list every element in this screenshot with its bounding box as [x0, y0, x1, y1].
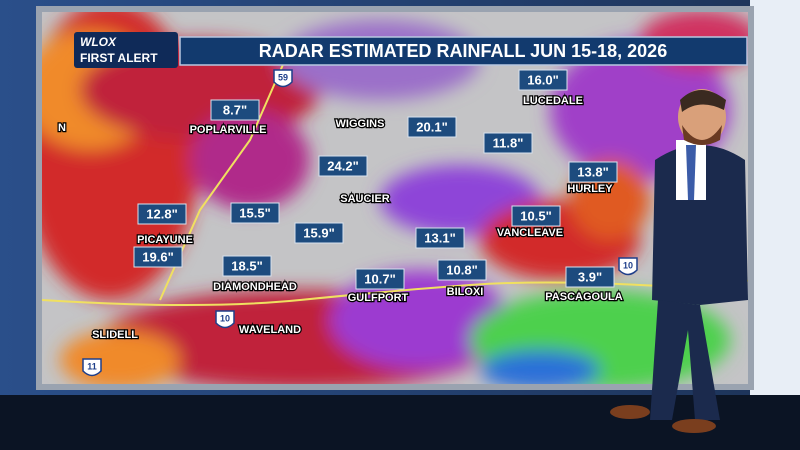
- studio-panel: [750, 0, 800, 400]
- highway-shield: [273, 69, 293, 88]
- rainfall-box: [437, 259, 487, 281]
- rainfall-box: [407, 116, 457, 138]
- highway-shield: [82, 358, 102, 377]
- town-label: N: [58, 122, 66, 134]
- town-label: VANCLEAVE: [497, 227, 563, 239]
- town-label: POPLARVILLE: [190, 124, 267, 136]
- rainfall-total: 10.8": [446, 262, 477, 277]
- highway-shield: [618, 257, 638, 276]
- title-bar: [179, 36, 748, 66]
- rainfall-total: 12.8": [146, 206, 177, 221]
- highway-number: 59: [278, 72, 288, 82]
- rainfall-box: [137, 203, 187, 225]
- town-label: LUCEDALE: [523, 95, 583, 107]
- town-label: DIAMONDHEAD: [213, 281, 297, 293]
- logo-station: WLOX: [80, 35, 117, 49]
- logo-box: [74, 32, 178, 68]
- rainfall-total: 16.0": [527, 72, 558, 87]
- highway-number: 11: [87, 361, 97, 371]
- rainfall-total: 20.1": [416, 119, 447, 134]
- town-label: SLIDELL: [92, 329, 138, 341]
- town-label: BILOXI: [447, 286, 484, 298]
- town-label: PASCAGOULA: [545, 291, 622, 303]
- town-label: GULFPORT: [348, 292, 409, 304]
- rainfall-total: 3.9": [578, 269, 602, 284]
- rainfall-box: [511, 205, 561, 227]
- rainfall-box: [294, 222, 344, 244]
- rainfall-box: [415, 227, 465, 249]
- rainfall-box: [568, 161, 618, 183]
- town-label: PICAYUNE: [137, 234, 193, 246]
- logo-brand: FIRST ALERT: [80, 51, 158, 65]
- rainfall-box: [518, 69, 568, 91]
- rainfall-box: [210, 99, 260, 121]
- rainfall-total: 24.2": [327, 158, 358, 173]
- rainfall-total: 15.5": [239, 205, 270, 220]
- meteorologist: [610, 89, 748, 433]
- highway-shield: [215, 310, 235, 329]
- highway-number: 10: [623, 260, 633, 270]
- rainfall-total: 15.9": [303, 225, 334, 240]
- rainfall-box: [483, 132, 533, 154]
- rainfall-total: 18.5": [231, 258, 262, 273]
- town-label: SAUCIER: [340, 193, 390, 205]
- town-label: HURLEY: [567, 183, 613, 195]
- rainfall-box: [230, 202, 280, 224]
- rainfall-box: [318, 155, 368, 177]
- town-label: WIGGINS: [336, 118, 385, 130]
- rainfall-total: 11.8": [493, 135, 524, 150]
- rainfall-total: 8.7": [223, 102, 247, 117]
- highway-number: 10: [220, 313, 230, 323]
- rainfall-total: 13.1": [424, 230, 455, 245]
- rainfall-total: 10.7": [364, 271, 395, 286]
- rainfall-box: [355, 268, 405, 290]
- rainfall-box: [565, 266, 615, 288]
- rainfall-box: [133, 246, 183, 268]
- rainfall-total: 19.6": [142, 249, 173, 264]
- town-label: WAVELAND: [239, 324, 301, 336]
- title: RADAR ESTIMATED RAINFALL JUN 15-18, 2026: [259, 41, 667, 61]
- rainfall-total: 10.5": [520, 208, 551, 223]
- rainfall-box: [222, 255, 272, 277]
- radar-map: [42, 12, 748, 384]
- rainfall-total: 13.8": [577, 164, 608, 179]
